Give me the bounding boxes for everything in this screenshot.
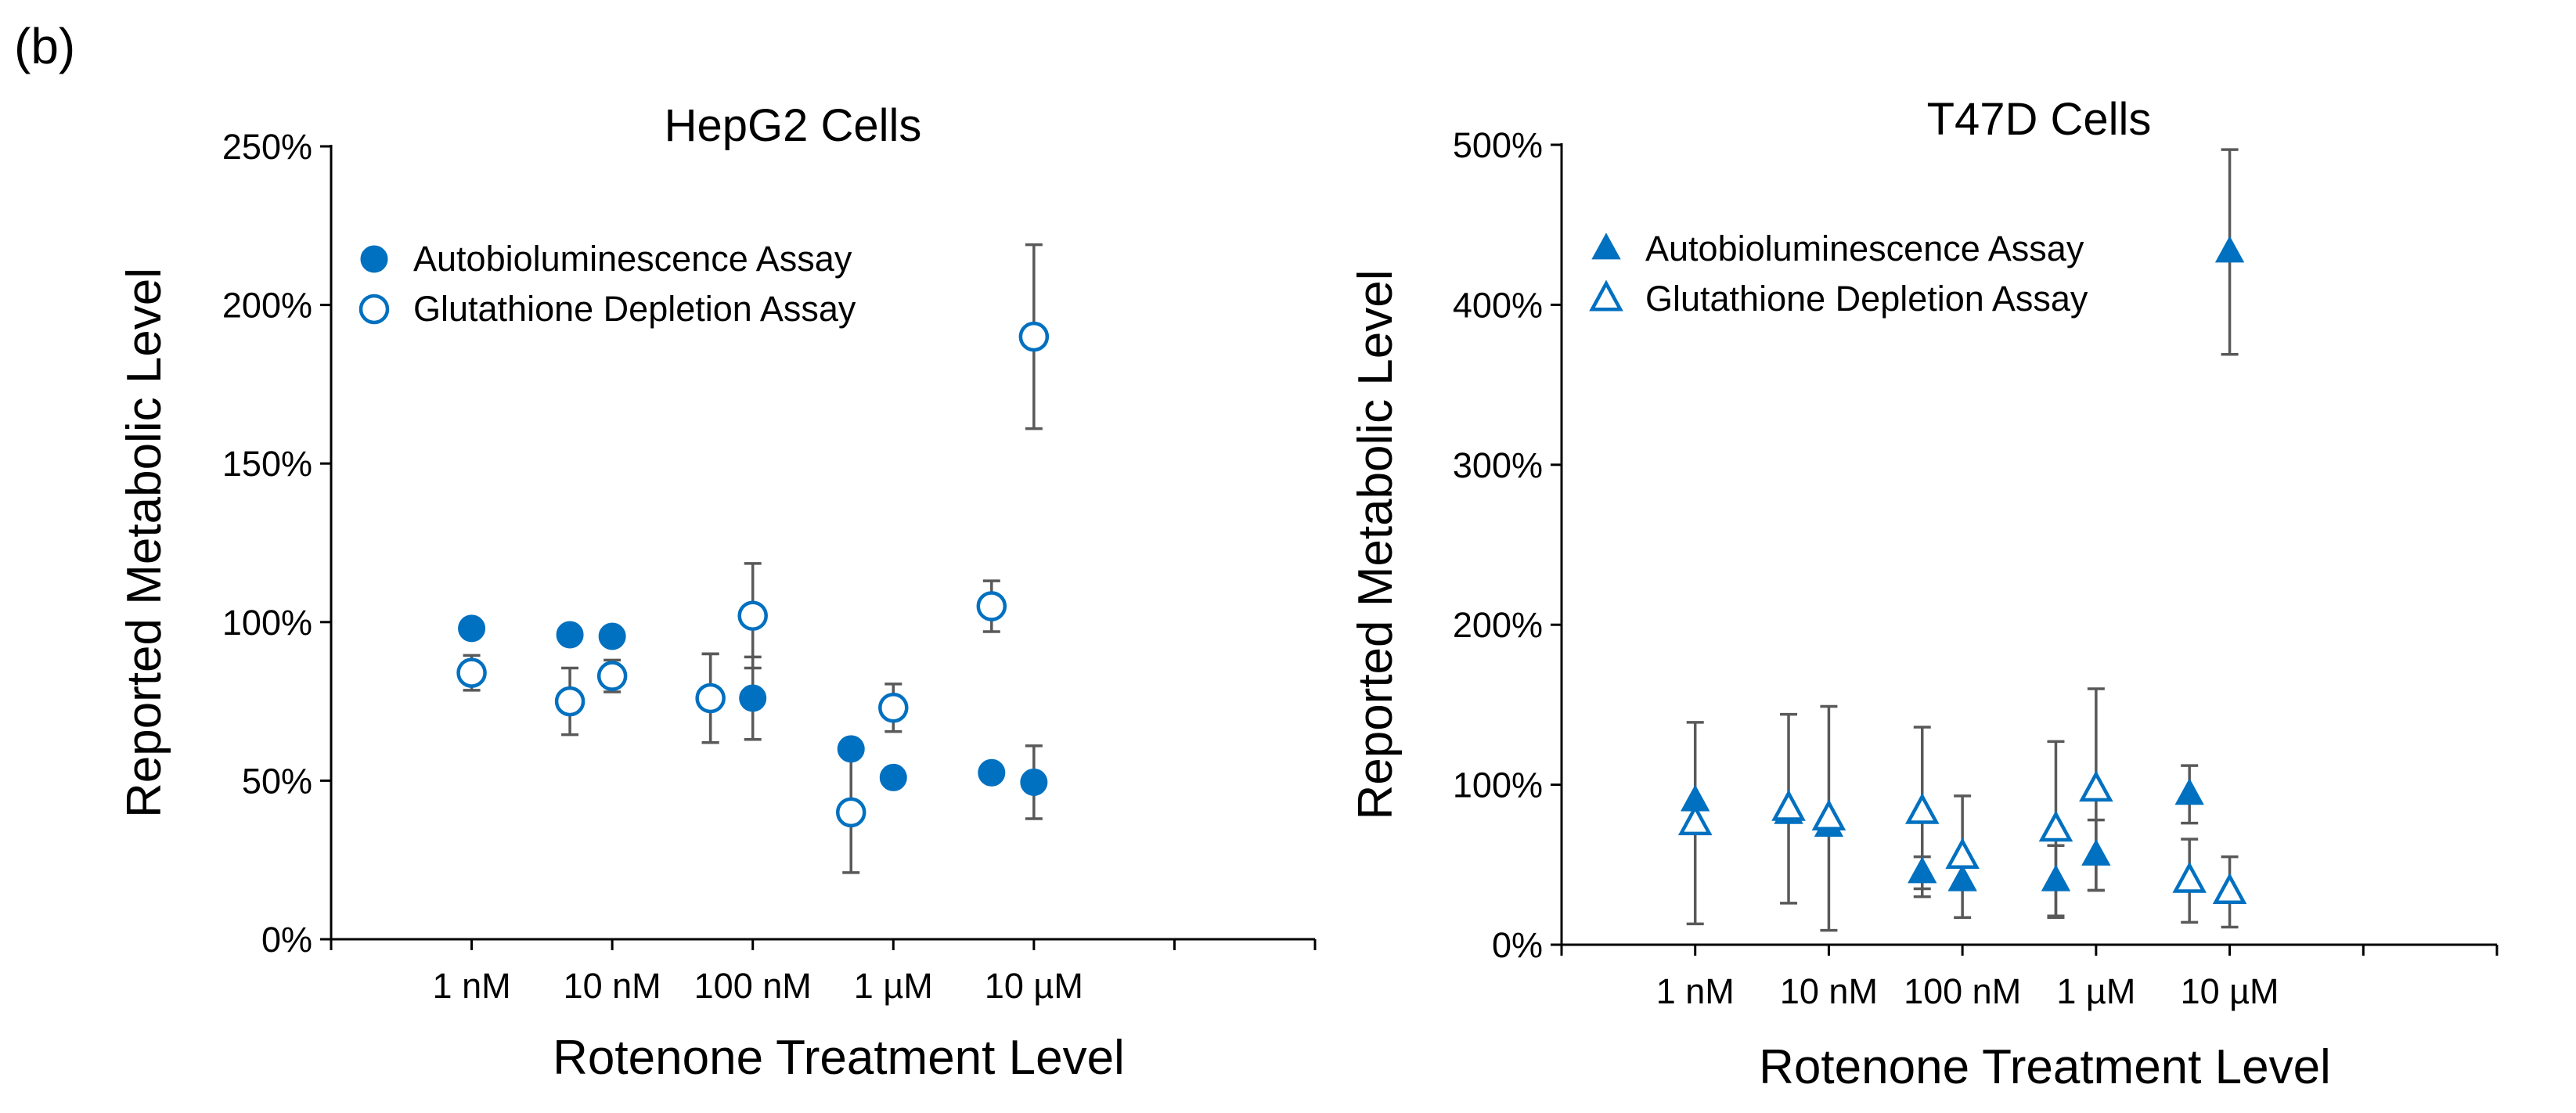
data-point-series-2: [596, 661, 628, 691]
x-tick-label: 10 nM: [564, 966, 661, 1006]
legend-label-series-2: Glutathione Depletion Assay: [413, 289, 856, 329]
x-tick-label: 100 nM: [1904, 971, 2021, 1011]
data-point-series-2: [976, 591, 1007, 621]
legend-label-series-1: Autobioluminescence Assay: [413, 239, 852, 279]
y-tick-label: 300%: [1453, 445, 1543, 485]
x-axis-label: Rotenone Treatment Level: [553, 1031, 1125, 1085]
x-tick-label: 1 nM: [433, 966, 511, 1006]
data-point-series-1: [1908, 856, 1937, 884]
data-point-series-1: [2174, 778, 2204, 805]
y-tick-label: 50%: [242, 761, 312, 801]
legend-label-series-1: Autobioluminescence Assay: [1645, 229, 2084, 268]
data-point-series-1: [2081, 838, 2111, 866]
x-tick-label: 100 nM: [694, 966, 812, 1006]
data-point-series-2: [1904, 792, 1940, 824]
y-tick-label: 0%: [261, 920, 312, 960]
data-point-series-2: [2172, 861, 2207, 893]
data-point-series-1: [2041, 864, 2071, 891]
data-point-series-2: [1945, 837, 1980, 870]
data-point-series-2: [2079, 770, 2113, 802]
x-tick-label: 10 µM: [985, 966, 1083, 1006]
panel-label: (b): [14, 18, 76, 74]
data-point-series-2: [1018, 321, 1050, 352]
y-tick-label: 200%: [1453, 605, 1543, 645]
data-point-series-1: [1947, 864, 1977, 891]
y-tick-label: 200%: [222, 286, 312, 326]
y-tick-label: 250%: [222, 127, 312, 167]
y-tick-label: 500%: [1453, 125, 1543, 165]
data-point-series-1: [556, 621, 584, 649]
data-point-series-1: [978, 758, 1006, 787]
data-point-series-2: [878, 692, 909, 723]
data-point-series-1: [2214, 236, 2245, 263]
data-point-series-1: [598, 622, 626, 650]
y-tick-label: 400%: [1453, 285, 1543, 325]
x-tick-label: 10 µM: [2181, 971, 2279, 1011]
chart-title: T47D Cells: [1927, 94, 2152, 145]
legend-marker-series-1: [1591, 232, 1621, 260]
y-tick-label: 100%: [222, 603, 312, 643]
x-tick-label: 1 nM: [1656, 971, 1735, 1011]
y-tick-label: 0%: [1492, 925, 1543, 965]
x-axis-label: Rotenone Treatment Level: [1759, 1040, 2331, 1094]
legend: Autobioluminescence Assay Glutathione Dep…: [1589, 229, 2088, 319]
data-point-series-1: [1020, 768, 1048, 796]
data-point-series-1: [739, 684, 767, 712]
data-point-series-2: [1677, 804, 1713, 836]
data-point-series-2: [835, 797, 866, 828]
data-point-series-2: [737, 600, 768, 631]
data-point-series-1: [837, 735, 865, 763]
data-point-series-2: [695, 683, 726, 714]
data-point-series-2: [2038, 810, 2073, 842]
data-point-series-2: [1811, 799, 1846, 830]
data-point-series-2: [554, 686, 585, 717]
x-tick-label: 1 µM: [854, 966, 933, 1006]
data-point-series-2: [1771, 789, 1806, 821]
y-axis-label: Reported Metabolic Level: [117, 268, 171, 818]
legend-marker-series-2: [358, 294, 390, 325]
x-tick-label: 10 nM: [1780, 971, 1878, 1011]
chart-hepg2: HepG2 Cells 0% 50% 100% 150% 200% 250% 1 nM 10 n…: [117, 100, 1317, 1085]
y-tick-label: 100%: [1453, 765, 1543, 805]
legend-marker-series-2: [1589, 279, 1623, 312]
chart-title: HepG2 Cells: [665, 100, 922, 151]
data-point-series-2: [2212, 873, 2247, 904]
legend-marker-series-1: [360, 245, 388, 273]
data-point-series-2: [456, 657, 487, 688]
data-point-series-1: [879, 763, 907, 791]
chart-t47d: T47D Cells 0% 100% 200% 300% 400% 500% 1 nM 10 n…: [1349, 94, 2499, 1094]
legend: Autobioluminescence Assay Glutathione Dep…: [358, 239, 856, 329]
y-axis-label: Reported Metabolic Level: [1349, 269, 1403, 819]
legend-label-series-2: Glutathione Depletion Assay: [1645, 279, 2088, 319]
y-tick-label: 150%: [222, 444, 312, 484]
x-tick-label: 1 µM: [2056, 971, 2135, 1011]
data-point-series-1: [458, 614, 486, 643]
